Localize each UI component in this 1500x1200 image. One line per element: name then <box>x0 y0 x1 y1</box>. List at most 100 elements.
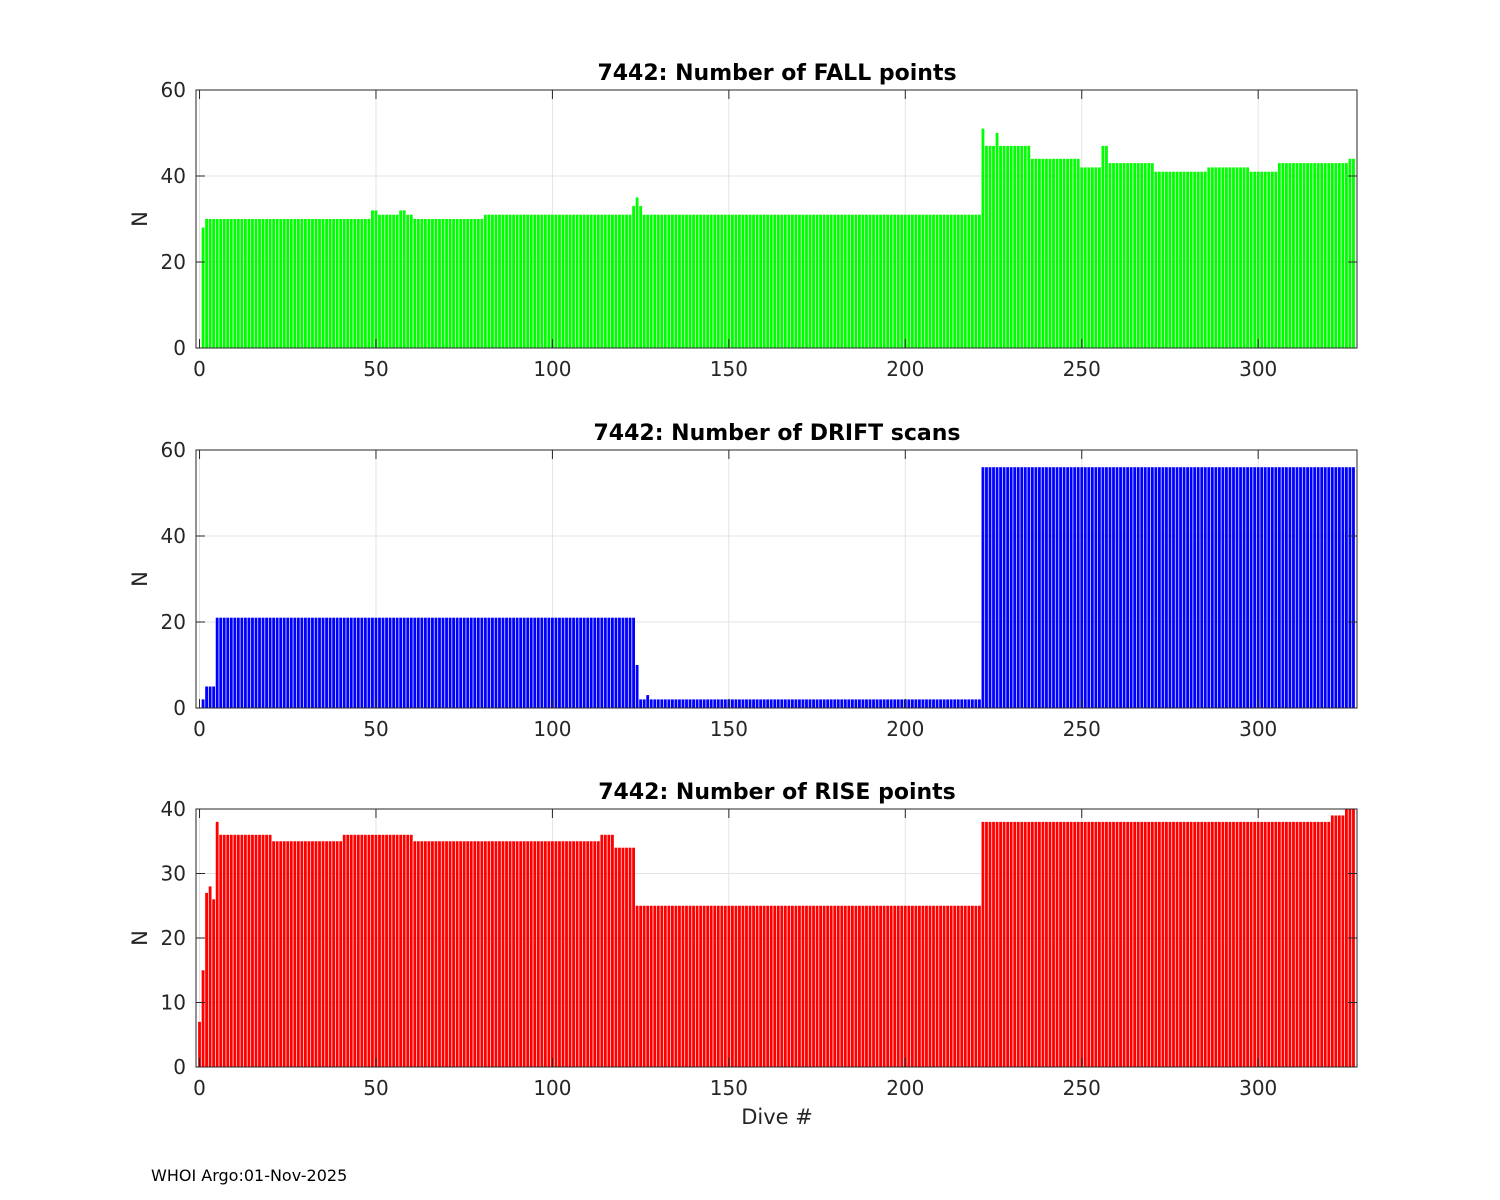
drift-bar-dive-147 <box>716 699 720 708</box>
rise-bar-dive-244 <box>1059 821 1062 1067</box>
fall-bar-dive-160 <box>762 214 766 348</box>
fall-bar-dive-123 <box>632 206 635 348</box>
fall-bar-dive-269 <box>1147 163 1151 348</box>
drift-bar-dive-185 <box>850 699 854 708</box>
fall-bar-dive-283 <box>1196 171 1200 348</box>
rise-axes: 0 50 100 150 200 250 300 0 10 20 30 40 <box>161 797 1358 1100</box>
fall-bar-dive-108 <box>579 214 583 348</box>
fall-bar-dive-32 <box>311 219 314 348</box>
drift-bar-dive-23 <box>279 617 283 708</box>
fall-bar-dive-288 <box>1214 167 1218 348</box>
drift-bar-dive-7 <box>222 617 226 708</box>
fall-bar-dive-163 <box>773 214 777 348</box>
fall-bar-dive-282 <box>1193 171 1197 348</box>
fall-bar-dive-170 <box>798 214 801 348</box>
rise-bar-dive-280 <box>1186 821 1190 1067</box>
drift-bar-dive-194 <box>882 699 886 708</box>
drift-bar-dive-165 <box>780 699 784 708</box>
fall-bar-dive-266 <box>1136 163 1140 348</box>
rise-bar-dive-133 <box>667 905 671 1067</box>
drift-bar-dive-87 <box>505 617 508 708</box>
fall-bar-dive-152 <box>734 214 738 348</box>
drift-bar-dive-31 <box>307 617 311 708</box>
drift-bar-dive-218 <box>967 699 971 708</box>
rise-bar-dive-155 <box>745 905 748 1067</box>
rise-bar-dive-96 <box>536 841 540 1067</box>
fall-bar-dive-312 <box>1299 163 1302 348</box>
fall-bar-dive-220 <box>974 214 978 348</box>
fall-bar-dive-290 <box>1221 167 1225 348</box>
drift-bar-dive-10 <box>233 617 237 708</box>
rise-points-panel: 7442: Number of RISE points N Dive # 0 50… <box>128 780 1358 1129</box>
fall-bar-dive-73 <box>455 219 459 348</box>
fall-bar-dive-85 <box>498 214 501 348</box>
drift-bar-dive-119 <box>618 617 621 708</box>
drift-bar-dive-109 <box>582 617 586 708</box>
drift-x-tick-label-50: 50 <box>363 717 388 741</box>
rise-bar-dive-163 <box>773 905 777 1067</box>
rise-bar-dive-58 <box>402 834 406 1067</box>
rise-bar-dive-63 <box>420 841 424 1067</box>
drift-bar-dive-260 <box>1115 467 1119 708</box>
drift-bar-dive-293 <box>1232 467 1235 708</box>
fall-bar-dive-213 <box>949 214 953 348</box>
fall-bar-dive-293 <box>1232 167 1235 348</box>
rise-bar-dive-51 <box>378 834 381 1067</box>
drift-bar-dive-245 <box>1062 467 1066 708</box>
drift-bar-dive-315 <box>1309 467 1313 708</box>
fall-bar-dive-291 <box>1225 167 1228 348</box>
drift-bar-dive-12 <box>240 617 244 708</box>
rise-bar-dive-283 <box>1196 821 1200 1067</box>
drift-bar-dive-58 <box>402 617 406 708</box>
fall-bar-dive-243 <box>1055 158 1059 348</box>
fall-bar-dive-289 <box>1217 167 1221 348</box>
drift-bar-dive-102 <box>558 617 561 708</box>
fall-bar-dive-286 <box>1207 167 1211 348</box>
fall-bar-dive-10 <box>233 219 237 348</box>
drift-bar-dive-252 <box>1087 467 1091 708</box>
drift-bar-dive-257 <box>1105 467 1108 708</box>
drift-bar-dive-93 <box>526 617 530 708</box>
rise-x-tick-label-100: 100 <box>533 1076 571 1100</box>
fall-bar-dive-36 <box>325 219 328 348</box>
rise-bar-dive-197 <box>893 905 897 1067</box>
drift-bar-dive-217 <box>963 699 967 708</box>
drift-bar-dive-40 <box>339 617 343 708</box>
fall-bar-dive-3 <box>208 219 212 348</box>
drift-bar-dive-238 <box>1037 467 1041 708</box>
drift-bar-dive-133 <box>667 699 671 708</box>
rise-bar-dive-315 <box>1309 821 1313 1067</box>
fall-bar-dive-245 <box>1062 158 1066 348</box>
rise-bar-dive-278 <box>1179 821 1182 1067</box>
fall-bar-dive-191 <box>872 214 875 348</box>
drift-bar-dive-267 <box>1140 467 1144 708</box>
drift-bar-dive-76 <box>466 617 470 708</box>
drift-bar-dive-209 <box>935 699 939 708</box>
drift-bar-dive-322 <box>1334 467 1338 708</box>
rise-bar-dive-2 <box>205 892 208 1067</box>
rise-bar-dive-66 <box>431 841 434 1067</box>
rise-bar-dive-171 <box>801 905 805 1067</box>
fall-bar-dive-251 <box>1083 167 1087 348</box>
fall-bar-dive-14 <box>247 219 251 348</box>
rise-bar-dive-101 <box>554 841 558 1067</box>
drift-bar-dive-311 <box>1295 467 1299 708</box>
rise-bar-dive-168 <box>790 905 794 1067</box>
rise-bar-dive-321 <box>1330 815 1334 1067</box>
fall-bar-dive-292 <box>1228 167 1232 348</box>
fall-bar-dive-187 <box>858 214 861 348</box>
drift-bar-dive-101 <box>554 617 558 708</box>
rise-bar-dive-267 <box>1140 821 1144 1067</box>
fall-bar-dive-17 <box>258 219 261 348</box>
fall-bar-dive-59 <box>406 214 410 348</box>
fall-bar-dive-273 <box>1161 171 1165 348</box>
fall-bar-dive-11 <box>236 219 240 348</box>
drift-bar-dive-178 <box>826 699 830 708</box>
drift-bar-dive-230 <box>1009 467 1013 708</box>
fall-bar-dive-177 <box>822 214 826 348</box>
fall-bar-dive-250 <box>1080 167 1084 348</box>
drift-bar-dive-259 <box>1112 467 1115 708</box>
fall-bar-dive-178 <box>826 214 830 348</box>
drift-bar-dive-314 <box>1306 467 1309 708</box>
